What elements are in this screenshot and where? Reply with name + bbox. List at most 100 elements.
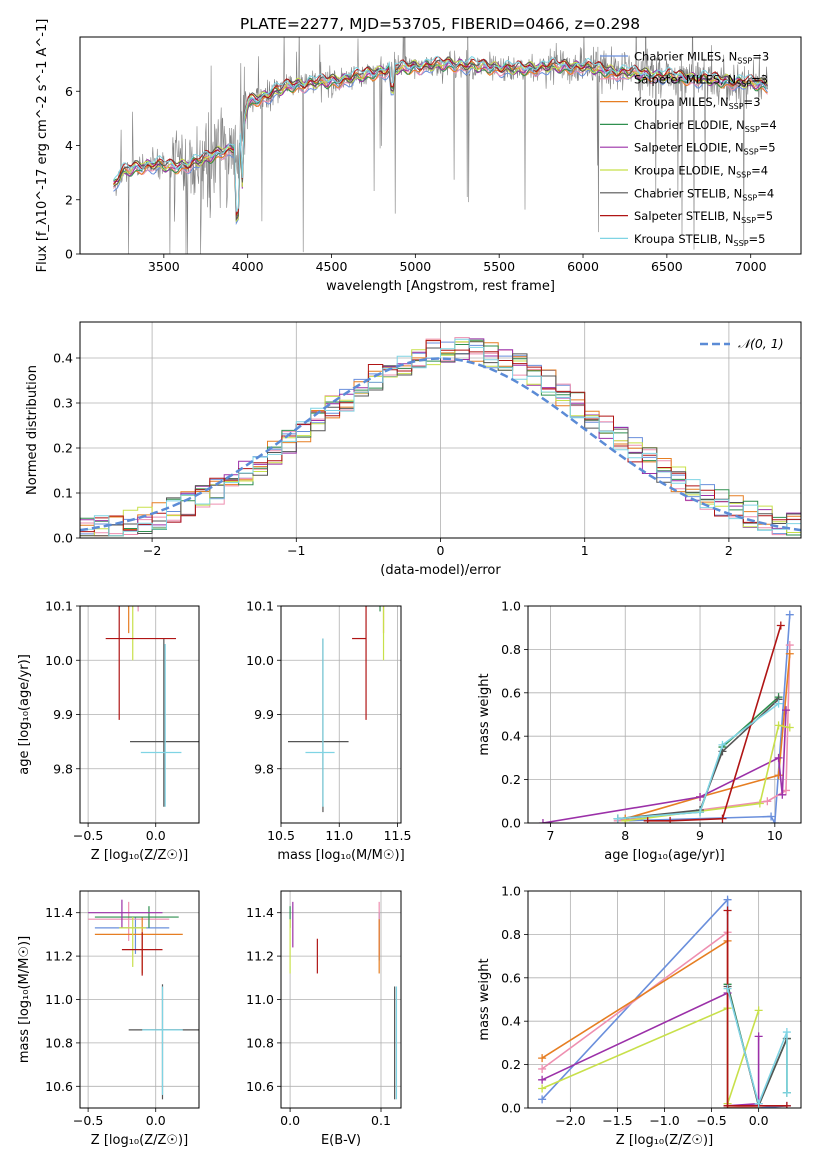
legend-entry: Kroupa ELODIE, NSSP=4	[634, 164, 768, 180]
plot-frame	[527, 890, 802, 1109]
x-tick-label: 10	[767, 828, 783, 843]
legend-equals: =	[751, 72, 761, 86]
y-tick-label: 0.6	[501, 970, 521, 985]
legend-entry: Kroupa STELIB, NSSP=5	[634, 232, 766, 248]
weight-marker	[782, 786, 791, 795]
weight-line	[541, 930, 759, 1108]
x-axis-label: Z [log₁₀(Z/Z☉)]	[616, 1133, 713, 1148]
legend-equals: =	[744, 95, 754, 109]
mass-weight-vs-age-panel: 7 8 9 10 0.0 0.2 0.4 0.6 0.8 1.0 age [log₁₀(age/yr…	[477, 599, 802, 863]
x-axis-label: Z [log₁₀(Z/Z☉)]	[91, 1133, 188, 1148]
y-tick-label: 1.0	[501, 884, 521, 899]
weight-line	[625, 724, 790, 822]
legend-nssp-label: , N	[725, 209, 741, 223]
y-tick-label: 0.8	[501, 642, 521, 657]
weight-marker	[723, 906, 732, 915]
x-tick-label: 11.0	[325, 828, 353, 843]
y-tick-label: 0.1	[53, 486, 73, 501]
legend-equals: =	[751, 164, 761, 178]
weight-marker	[613, 814, 622, 823]
legend-nssp-subscript: SSP	[737, 57, 752, 66]
x-tick-label: 5500	[483, 259, 515, 274]
y-tick-label: 0.4	[53, 351, 73, 366]
legend-entry: 𝒩(0, 1)	[738, 336, 784, 351]
age-vs-metallicity-panel: −0.5 0.0 9.8 9.9 10.0 10.1 Z [log₁₀(Z/Z☉)] age …	[17, 599, 200, 863]
normal-reference-curve	[80, 357, 801, 532]
legend-nssp-subscript: SSP	[729, 102, 744, 111]
plot-frame	[79, 321, 802, 539]
y-tick-label: 0.3	[53, 396, 73, 411]
weight-marker	[723, 984, 732, 993]
weight-marker	[770, 819, 779, 823]
legend-model-name: Chabrier MILES	[634, 50, 721, 64]
legend-nssp-value: 3	[761, 72, 768, 86]
residual-legend: 𝒩(0, 1)	[700, 336, 784, 351]
weight-marker	[723, 895, 732, 904]
weight-marker	[538, 1054, 547, 1063]
y-axis-label: mass weight	[477, 673, 492, 755]
legend-model-name: Salpeter ELODIE	[634, 141, 728, 155]
x-axis-label: E(B-V)	[321, 1133, 361, 1148]
weight-marker	[754, 1032, 763, 1041]
x-tick-label: 8	[621, 828, 629, 843]
x-axis-label: (data-model)/error	[380, 563, 501, 578]
weight-marker	[763, 797, 772, 806]
age-vs-mass-panel: 10.5 11.0 11.5 9.8 9.9 10.0 10.1 mass [log₁₀(M/…	[246, 599, 411, 864]
y-tick-label: 10.8	[45, 1035, 73, 1050]
legend-nssp-label: , N	[720, 72, 736, 86]
legend-nssp-subscript: SSP	[736, 171, 751, 180]
weight-line	[617, 702, 780, 820]
x-tick-label: 3500	[148, 259, 180, 274]
legend-entry: Salpeter MILES, NSSP=3	[634, 72, 768, 88]
y-tick-label: 0.4	[501, 1014, 521, 1029]
legend-entry: Chabrier ELODIE, NSSP=4	[634, 118, 777, 134]
legend-entry: Kroupa MILES, NSSP=3	[634, 95, 761, 111]
weight-marker	[776, 621, 785, 630]
weight-line	[647, 625, 782, 822]
weight-line	[617, 698, 780, 820]
x-tick-label: −1.0	[649, 1113, 679, 1128]
weight-line	[541, 1006, 760, 1104]
y-tick-label: 10.1	[246, 599, 274, 614]
weight-marker	[785, 641, 794, 650]
y-tick-label: 10.0	[45, 653, 73, 668]
error-bars	[289, 901, 398, 1100]
legend-equals: =	[749, 232, 759, 246]
x-tick-label: 6000	[567, 259, 599, 274]
legend-nssp-value: 5	[758, 232, 765, 246]
legend-model-name: Chabrier STELIB	[634, 186, 726, 200]
legend-model-name: Kroupa STELIB	[634, 232, 718, 246]
legend-equals: =	[760, 118, 770, 132]
weight-line	[726, 984, 788, 1108]
weight-marker	[643, 816, 652, 823]
legend-model-name: Chabrier ELODIE	[634, 118, 729, 132]
error-bars	[287, 606, 385, 813]
weight-marker	[538, 1095, 547, 1104]
legend-model-name: Salpeter STELIB	[634, 209, 725, 223]
x-axis-label: age [log₁₀(age/yr)]	[604, 848, 725, 863]
error-bars	[105, 606, 199, 807]
weight-marker	[696, 792, 705, 801]
x-tick-label: 0.0	[749, 1113, 769, 1128]
y-tick-label: 11.0	[246, 992, 274, 1007]
weight-lines	[538, 895, 791, 1108]
x-tick-label: 0	[437, 543, 445, 558]
residual-histogram-7	[80, 340, 801, 533]
legend-nssp-label: , N	[726, 186, 742, 200]
y-tick-label: 0.0	[501, 1101, 521, 1116]
legend-nssp-subscript: SSP	[736, 79, 751, 88]
y-tick-label: 0	[65, 247, 73, 262]
y-tick-label: 0.2	[501, 1057, 521, 1072]
weight-marker	[782, 1088, 791, 1097]
y-tick-label: 4	[65, 138, 73, 153]
weight-marker	[782, 1101, 791, 1108]
y-axis-label: Normed distribution	[25, 365, 40, 495]
weight-marker	[774, 721, 783, 730]
x-tick-label: −0.5	[696, 1113, 726, 1128]
y-tick-label: 11.0	[45, 992, 73, 1007]
legend-nssp-subscript: SSP	[744, 148, 759, 157]
legend-nssp-value: 3	[753, 95, 760, 109]
weight-marker	[538, 819, 547, 823]
weight-marker	[782, 1028, 791, 1037]
legend-nssp-value: 4	[767, 186, 774, 200]
